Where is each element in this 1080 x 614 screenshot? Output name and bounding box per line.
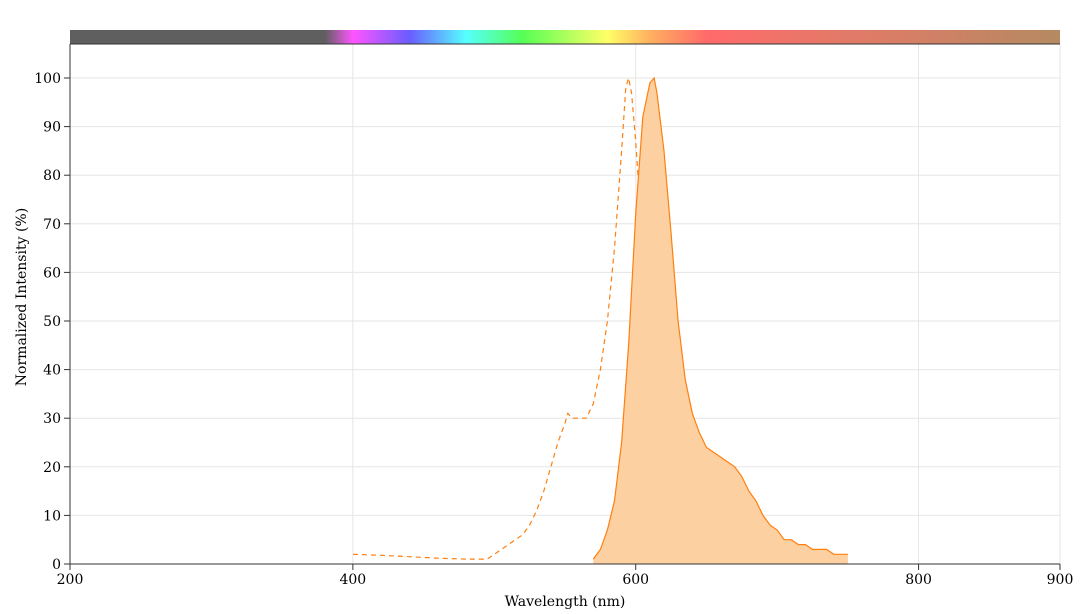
tick-labels: 0 10 20 30 40 50 60 70 80 90 100 200 400 600 800 900 [34, 71, 1073, 588]
spectrum-bar [70, 30, 1060, 44]
y-tick-label: 100 [34, 71, 61, 87]
axes [69, 43, 1060, 565]
x-tick-label: 400 [339, 572, 366, 588]
emission-area-fill [593, 78, 848, 564]
y-tick-label: 10 [43, 508, 61, 524]
x-tick-label: 900 [1047, 572, 1074, 588]
excitation-line [352, 77, 679, 560]
x-tick-label: 200 [57, 572, 84, 588]
y-tick-label: 50 [43, 314, 61, 330]
grid-lines [70, 44, 1061, 564]
y-tick-label: 30 [43, 411, 61, 427]
x-tick-label: 600 [622, 572, 649, 588]
y-tick-label: 70 [43, 217, 61, 233]
y-tick-label: 60 [43, 265, 61, 281]
y-tick-label: 90 [43, 120, 61, 136]
emission-line [592, 76, 848, 560]
y-axis-title: Normalized Intensity (%) [14, 208, 30, 386]
x-tick-label: 800 [905, 572, 932, 588]
y-tick-label: 40 [43, 363, 61, 379]
y-tick-label: 80 [43, 168, 61, 184]
x-axis-title: Wavelength (nm) [505, 594, 626, 610]
y-tick-label: 0 [52, 557, 61, 573]
plot-area [352, 76, 848, 564]
y-tick-label: 20 [43, 460, 61, 476]
